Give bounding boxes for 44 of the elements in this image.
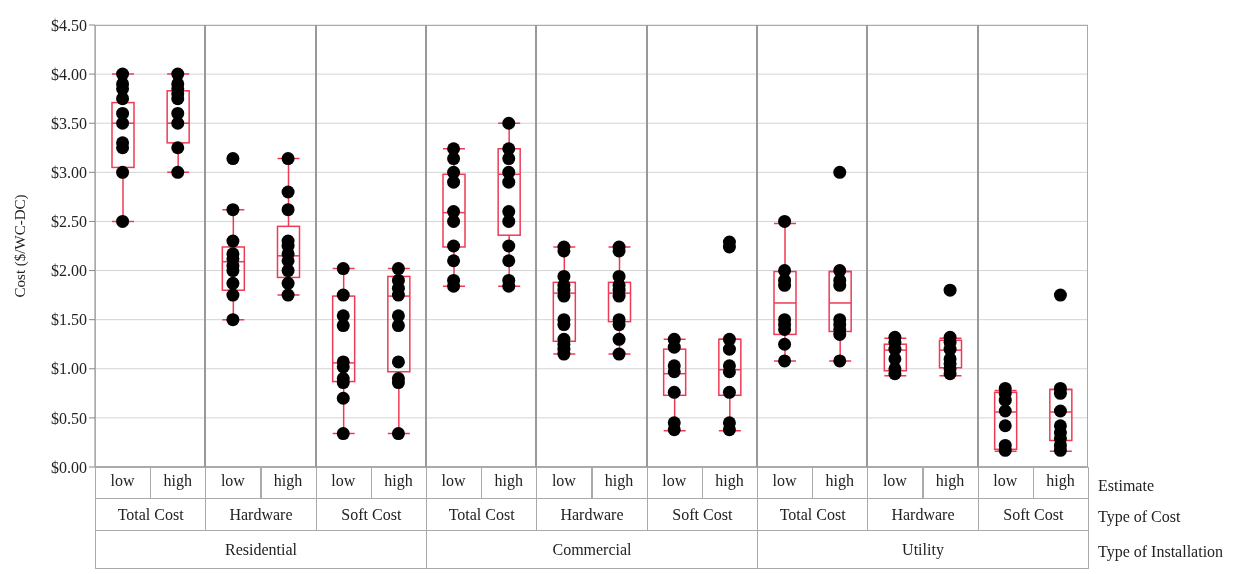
x-tick-label: low [993,472,1018,490]
x-tick-label: low [110,472,136,490]
x-tick-label: low [882,472,908,490]
x-tick-label: low [331,472,356,490]
x-tick-label: low [551,472,577,490]
x-tick-label: low [662,472,687,490]
text: Residential [95,530,427,569]
text: Soft Cost [315,498,427,531]
y-tick-label: $2.00 [51,262,87,280]
y-axis-title: Cost ($/WC-DC) [12,194,30,298]
y-tick-label: $1.50 [51,311,87,329]
text: Type of Installation [1098,542,1224,563]
y-tick-label: $4.00 [51,65,87,83]
x-tick-label: high [384,472,413,491]
text: Total Cost [95,498,207,531]
y-tick-label: $1.00 [51,360,87,378]
x-tick-label: high [715,472,744,491]
x-tick-label: high [273,472,303,491]
y-tick-label: $0.00 [51,458,87,476]
text: Hardware [205,498,317,531]
text: Soft Cost [646,498,758,531]
y-tick-label: $0.50 [51,409,87,427]
x-tick-label: low [220,472,246,490]
y-tick-label: $2.50 [51,213,87,231]
x-tick-label: high [1046,472,1075,491]
x-tick-label: low [441,472,467,490]
text: Utility [757,530,1089,569]
y-tick-label: $3.50 [51,114,87,132]
x-tick-label: high [935,472,965,491]
text: Commercial [426,530,758,569]
x-tick-label: high [163,472,192,491]
x-tick-label: high [604,472,634,491]
text: Total Cost [426,498,538,531]
x-tick-label: high [825,472,854,491]
x-tick-label: high [494,472,523,491]
text: Total Cost [757,498,869,531]
x-tick-label: low [772,472,798,490]
text: Soft Cost [977,498,1089,531]
text: Estimate [1098,475,1154,496]
text: Hardware [867,498,979,531]
y-tick-label: $4.50 [51,16,87,34]
text: Type of Cost [1098,507,1181,528]
y-tick-label: $3.00 [51,164,87,182]
text: Hardware [536,498,648,531]
